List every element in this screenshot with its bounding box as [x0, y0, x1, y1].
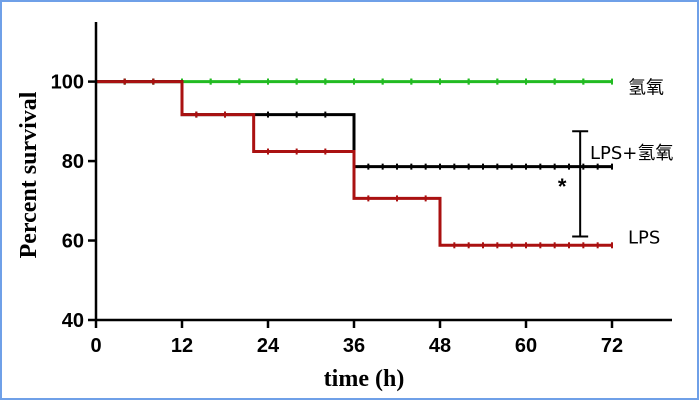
- x-tick-label: 24: [257, 335, 280, 357]
- series-label-1: LPS+氢氧: [590, 143, 673, 164]
- significance-star: *: [558, 174, 567, 199]
- x-tick-label: 12: [171, 335, 193, 357]
- x-tick-label: 36: [343, 335, 365, 357]
- x-tick-label: 0: [90, 335, 101, 357]
- series-label-0: 氢氧: [628, 78, 664, 99]
- y-tick-label: 100: [51, 72, 84, 94]
- significance-annotation: *: [558, 130, 589, 238]
- y-axis-title: Percent survival: [16, 91, 42, 258]
- x-tick-label: 72: [601, 335, 623, 357]
- x-tick-label: 60: [515, 335, 537, 357]
- series-label-2: LPS: [628, 228, 660, 249]
- y-tick-label: 60: [62, 231, 84, 253]
- ticks-layer: 40 60 80 100 0 12 24 36 48 60 72: [51, 72, 624, 357]
- series-layer: [96, 78, 613, 249]
- x-axis-title: time (h): [324, 366, 405, 392]
- axes-layer: [94, 22, 672, 322]
- y-tick-label: 40: [62, 310, 84, 332]
- y-tick-label: 80: [62, 151, 84, 173]
- series-labels: 氢氧 LPS+氢氧 LPS: [590, 78, 673, 249]
- series-line-2: [96, 80, 612, 247]
- x-tick-label: 48: [429, 335, 451, 357]
